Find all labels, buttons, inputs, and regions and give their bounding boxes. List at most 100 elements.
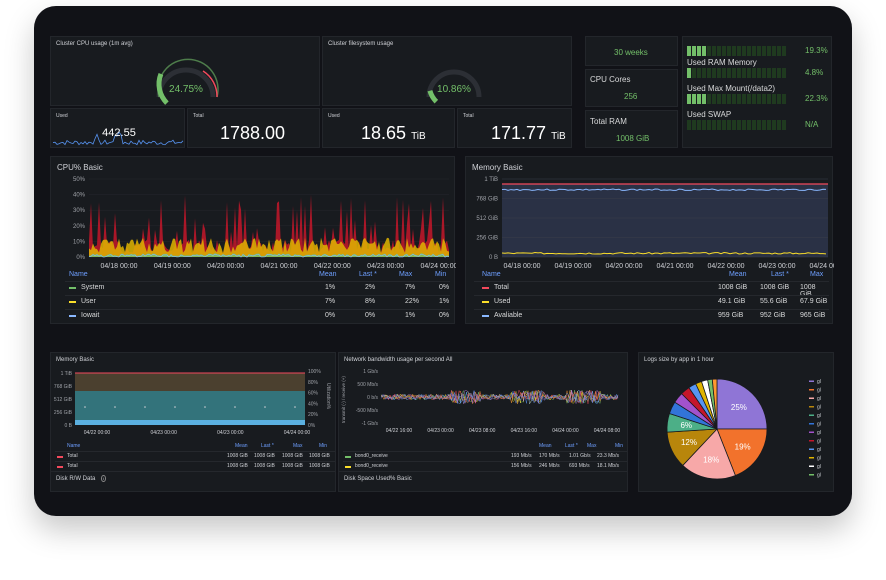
legend-row[interactable]: Iowait 0% 0% 1% 0% <box>65 309 450 323</box>
pie-legend-swatch <box>809 389 814 391</box>
pie-legend-swatch <box>809 440 814 442</box>
mem-legend-header-last[interactable]: Last * <box>771 271 789 278</box>
total-cpu-panel[interactable]: Total 1788.00 <box>187 108 320 148</box>
bar-gauge-cell <box>782 68 786 78</box>
x-tick-label: 04/23 00:00 <box>150 430 177 436</box>
legend-header-mean[interactable]: Mean <box>319 271 337 278</box>
total-fs-panel[interactable]: Total 171.77 TiB <box>457 108 572 148</box>
pie-legend-label: gl <box>817 473 821 479</box>
total-ram-panel[interactable]: Total RAM 1008 GiB <box>585 110 678 148</box>
bar-gauge-cell <box>727 120 731 130</box>
bar-gauge-value: 19.3% <box>805 46 828 55</box>
legend-header-cell[interactable]: Max <box>587 443 597 449</box>
disk-space-panel[interactable]: Disk Space Used% Basic <box>338 472 628 492</box>
x-tick-label: 04/23 00:00 <box>427 428 454 434</box>
legend-swatch <box>57 456 63 458</box>
y-tick-label: 40% <box>73 193 86 199</box>
memory-basic-chart: 1 TiB 768 GiB 512 GiB 256 GiB 0 B 04/18 00:00… <box>476 177 834 270</box>
legend-cell-mean: 959 GiB <box>718 312 744 319</box>
legend-header-cell[interactable]: Max <box>293 443 303 449</box>
x-tick-label: 04/24 00:00 <box>421 263 456 270</box>
bar-gauge-cell <box>702 46 706 56</box>
bar-gauge-cell <box>762 46 766 56</box>
memory-small-panel[interactable]: Memory Basic 1 TiB 768 GiB 512 GiB 256 GiB 0… <box>50 352 336 479</box>
legend-header-name[interactable]: Name <box>69 271 88 278</box>
bar-gauge-cell <box>732 46 736 56</box>
pie-slice-label: 6% <box>680 421 692 430</box>
bar-gauge-cell <box>772 46 776 56</box>
x-tick-label: 04/20 00:00 <box>606 263 643 270</box>
bar-gauge-cell <box>707 94 711 104</box>
legend-row[interactable]: Total 1008 GiB 1008 GiB 1008 GiB <box>474 281 829 298</box>
legend-header-cell[interactable]: Name <box>67 443 81 449</box>
uptime-panel[interactable]: 30 weeks <box>585 36 678 66</box>
legend-header-cell[interactable]: Last * <box>565 443 578 449</box>
cpu-gauge-value: 24.75% <box>169 84 203 95</box>
cpu-gauge-threshold-red <box>202 70 218 98</box>
y-tick-label: 768 GiB <box>476 197 498 203</box>
bar-gauge-cell <box>727 68 731 78</box>
legend-cell-max: 1008 GiB <box>282 453 303 459</box>
bar-gauge-cells <box>687 46 787 56</box>
series-area-total <box>89 194 449 257</box>
x-tick-label: 04/23 00:00 <box>217 430 244 436</box>
legend-cell-last: 952 GiB <box>760 312 786 319</box>
pie-legend-label: gl <box>817 464 821 470</box>
mem-legend-header-mean[interactable]: Mean <box>729 271 747 278</box>
pie-slice-label: 25% <box>731 403 747 412</box>
bar-gauge-cell <box>712 68 716 78</box>
legend-swatch <box>69 301 76 303</box>
y-tick-label: 50% <box>73 177 86 183</box>
info-icon[interactable]: i <box>101 475 106 482</box>
legend-header-cell[interactable]: Mean <box>539 443 552 449</box>
legend-cell-max: 1% <box>405 312 416 319</box>
pie-legend-swatch <box>809 457 814 459</box>
legend-cell-last: 1008 GiB <box>254 453 275 459</box>
legend-row[interactable]: User 7% 8% 22% 1% <box>65 295 450 309</box>
legend-header-cell[interactable]: Last * <box>261 443 274 449</box>
logs-pie-panel[interactable]: Logs size by app in 1 hour 25% 19% 18% 12% 6… <box>638 352 834 492</box>
bar-gauge-cell <box>722 46 726 56</box>
legend-cell-min: 1008 GiB <box>309 453 330 459</box>
legend-cell-last: 1008 GiB <box>254 463 275 469</box>
bar-gauge-cell <box>782 46 786 56</box>
memory-fill-area <box>502 184 828 257</box>
mem-legend-header-max[interactable]: Max <box>810 271 824 278</box>
legend-row[interactable]: Used 49.1 GiB 55.6 GiB 67.9 GiB <box>474 295 829 309</box>
y-axis-label: transmit (-) / receive (+) <box>341 376 346 423</box>
bar-gauge-panel[interactable]: 19.3% Used RAM Memory 4.8% Used Max Mount(/… <box>682 36 832 148</box>
used-cpu-panel[interactable]: Used 442.55 <box>50 108 185 148</box>
x-tick-label: 04/19 00:00 <box>555 263 592 270</box>
legend-header-cell[interactable]: Min <box>615 443 624 449</box>
legend-cell-last: 8% <box>365 298 376 305</box>
pie-legend-swatch <box>809 414 814 416</box>
legend-row[interactable]: bond0_receive 156 Mb/s 246 Mb/s 693 Mb/s 18.… <box>343 461 627 471</box>
disk-space-title: Disk Space Used% Basic <box>344 476 412 482</box>
legend-row[interactable]: Total 1008 GiB 1008 GiB 1008 GiB 1008 GiB <box>55 461 335 471</box>
legend-row[interactable]: Avaliable 959 GiB 952 GiB 965 GiB <box>474 309 829 323</box>
legend-header-last[interactable]: Last * <box>359 271 377 278</box>
data-point <box>144 406 146 408</box>
fs-gauge-panel[interactable]: Cluster filesystem usage 10.86% <box>322 36 572 106</box>
pie-legend-swatch <box>809 380 814 382</box>
series-line-iowait <box>88 253 450 258</box>
legend-header-min[interactable]: Min <box>435 271 447 278</box>
legend-header-max[interactable]: Max <box>399 271 413 278</box>
y-tick-label: 1 TiB <box>484 177 498 183</box>
legend-header-cell[interactable]: Mean <box>235 443 248 449</box>
legend-header-cell[interactable]: Min <box>319 443 328 449</box>
memory-basic-panel[interactable]: Memory Basic 1 TiB 768 GiB 512 GiB 256 GiB 0… <box>465 156 834 324</box>
disk-rw-panel[interactable]: Disk R/W Data i <box>50 472 336 492</box>
data-point <box>114 406 116 408</box>
cpu-gauge-panel[interactable]: Cluster CPU usage (1m avg) 24.75% <box>50 36 320 106</box>
x-tick-label: 04/22 00:00 <box>84 430 111 436</box>
legend-row[interactable]: Total 1008 GiB 1008 GiB 1008 GiB 1008 GiB <box>55 451 335 461</box>
mem-legend-header-name[interactable]: Name <box>482 271 501 278</box>
network-panel[interactable]: Network bandwidth usage per second All 1… <box>338 352 628 479</box>
pie-legend-label: gl <box>817 379 821 385</box>
cpu-basic-panel[interactable]: CPU% Basic 50% 40% 30% 20% 10% 0% 04/18 00:00 0… <box>50 156 456 324</box>
legend-row[interactable]: bond0_receive 193 Mb/s 170 Mb/s 1.01 Gb/s 23… <box>343 451 627 461</box>
legend-row[interactable]: System 1% 2% 7% 0% <box>65 281 450 295</box>
used-fs-panel[interactable]: Used 18.65 TiB <box>322 108 455 148</box>
cpu-cores-panel[interactable]: CPU Cores 256 <box>585 69 678 107</box>
